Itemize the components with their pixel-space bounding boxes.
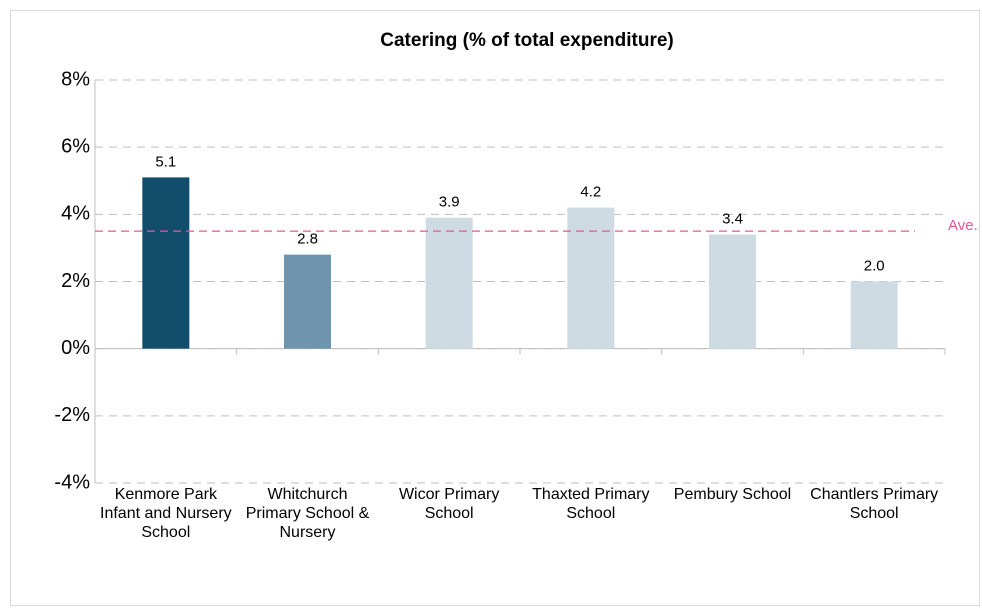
bar bbox=[850, 281, 898, 349]
chart-title: Catering (% of total expenditure) bbox=[380, 30, 673, 51]
bar bbox=[284, 254, 331, 349]
y-tick-label: 8% bbox=[61, 68, 90, 90]
data-label: 2.8 bbox=[297, 231, 318, 248]
data-label: 5.1 bbox=[155, 153, 176, 170]
data-label: 2.0 bbox=[864, 257, 885, 274]
y-tick-label: 4% bbox=[61, 203, 90, 225]
x-tick-label: Thaxted Primary School bbox=[532, 486, 650, 522]
x-tick-label: Kenmore Park Infant and Nursery School bbox=[100, 486, 232, 541]
y-tick-label: 2% bbox=[61, 270, 90, 292]
x-tick-label: Pembury School bbox=[673, 486, 792, 503]
x-tick-label: Chantlers Primary School bbox=[810, 486, 939, 522]
chart-frame bbox=[10, 10, 980, 606]
bar bbox=[567, 207, 615, 349]
average-label: Ave. bbox=[948, 217, 978, 234]
data-label: 4.2 bbox=[580, 184, 601, 201]
bar bbox=[142, 177, 190, 349]
x-tick-label: Wicor Primary School bbox=[398, 486, 500, 522]
data-label: 3.4 bbox=[722, 210, 743, 227]
y-tick-label: -2% bbox=[54, 404, 90, 426]
bar bbox=[709, 234, 756, 349]
y-tick-label: 6% bbox=[61, 135, 90, 157]
x-tick-label: Whitchurch Primary School & Nursery bbox=[245, 486, 370, 541]
data-label: 3.9 bbox=[439, 194, 460, 211]
bar bbox=[425, 217, 473, 349]
y-tick-label: 0% bbox=[61, 337, 90, 359]
y-tick-label: -4% bbox=[54, 471, 90, 493]
